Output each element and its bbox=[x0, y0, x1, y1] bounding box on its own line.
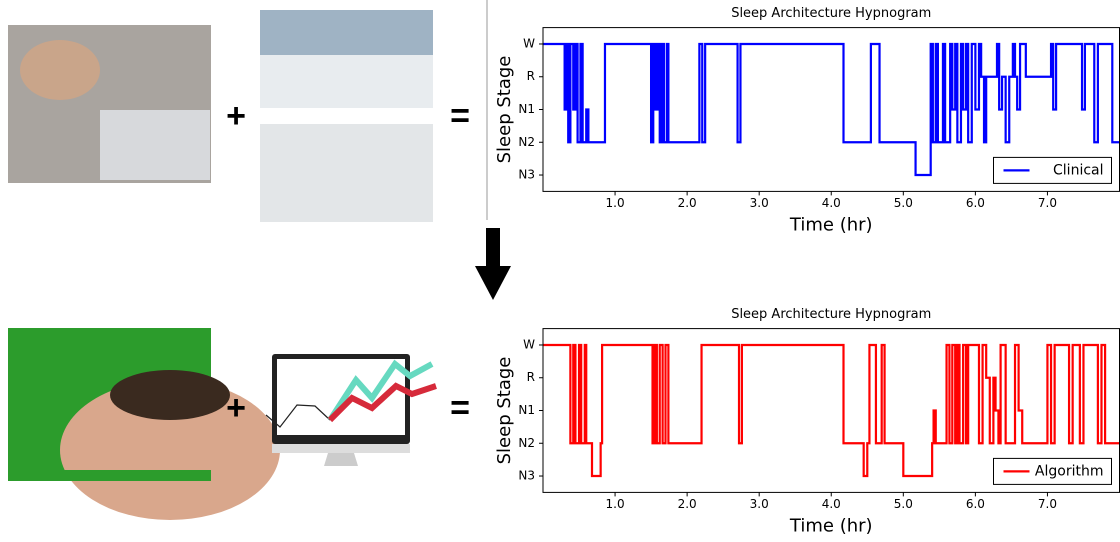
y-tick-label: N3 bbox=[518, 469, 535, 483]
photo-detail bbox=[8, 470, 211, 481]
hypnogram-line bbox=[543, 42, 1120, 177]
hypnogram-line bbox=[543, 343, 1120, 478]
x-tick-label: 5.0 bbox=[894, 497, 913, 511]
x-axis-label: Time (hr) bbox=[789, 515, 873, 536]
photo-clipboard bbox=[260, 124, 433, 222]
photo-detail bbox=[20, 40, 100, 100]
x-tick-label: 5.0 bbox=[894, 196, 913, 210]
x-tick-label: 7.0 bbox=[1038, 196, 1057, 210]
y-axis-label: Sleep Stage bbox=[494, 357, 515, 465]
chart-title: Sleep Architecture Hypnogram bbox=[731, 6, 931, 21]
y-tick-label: N1 bbox=[518, 102, 535, 116]
y-tick-label: N1 bbox=[518, 403, 535, 417]
x-tick-label: 4.0 bbox=[822, 497, 841, 511]
legend-label: Clinical bbox=[1053, 162, 1103, 178]
photo-detail bbox=[100, 110, 210, 180]
y-tick-label: N2 bbox=[518, 436, 535, 450]
y-tick-label: N2 bbox=[518, 135, 535, 149]
x-tick-label: 3.0 bbox=[750, 196, 769, 210]
equals-sign: = bbox=[450, 389, 470, 427]
x-tick-label: 2.0 bbox=[678, 497, 697, 511]
x-tick-label: 6.0 bbox=[966, 497, 985, 511]
y-axis-label: Sleep Stage bbox=[494, 56, 515, 164]
y-tick-label: N3 bbox=[518, 168, 535, 182]
monitor-sketch bbox=[265, 404, 331, 428]
x-tick-label: 4.0 bbox=[822, 196, 841, 210]
equals-sign: = bbox=[450, 97, 470, 135]
photo-detail bbox=[60, 380, 280, 520]
photo-detail bbox=[110, 370, 230, 420]
x-tick-label: 7.0 bbox=[1038, 497, 1057, 511]
x-tick-label: 2.0 bbox=[678, 196, 697, 210]
x-tick-label: 6.0 bbox=[966, 196, 985, 210]
photo-detail bbox=[260, 55, 433, 108]
monitor-stand bbox=[324, 453, 358, 466]
monitor-chin bbox=[272, 444, 410, 453]
chart-title: Sleep Architecture Hypnogram bbox=[731, 307, 931, 322]
x-axis-label: Time (hr) bbox=[789, 214, 873, 235]
monitor-sketch bbox=[327, 382, 437, 423]
x-tick-label: 1.0 bbox=[606, 497, 625, 511]
plus-sign: + bbox=[226, 97, 246, 135]
y-tick-label: W bbox=[523, 337, 535, 351]
arrow bbox=[486, 228, 500, 268]
y-tick-label: R bbox=[527, 370, 535, 384]
y-tick-label: R bbox=[527, 69, 535, 83]
monitor-sketch bbox=[327, 359, 434, 422]
arrow bbox=[475, 266, 511, 300]
y-tick-label: W bbox=[523, 36, 535, 50]
plus-sign: + bbox=[226, 389, 246, 427]
x-tick-label: 1.0 bbox=[606, 196, 625, 210]
legend-label: Algorithm bbox=[1035, 463, 1104, 479]
x-tick-label: 3.0 bbox=[750, 497, 769, 511]
